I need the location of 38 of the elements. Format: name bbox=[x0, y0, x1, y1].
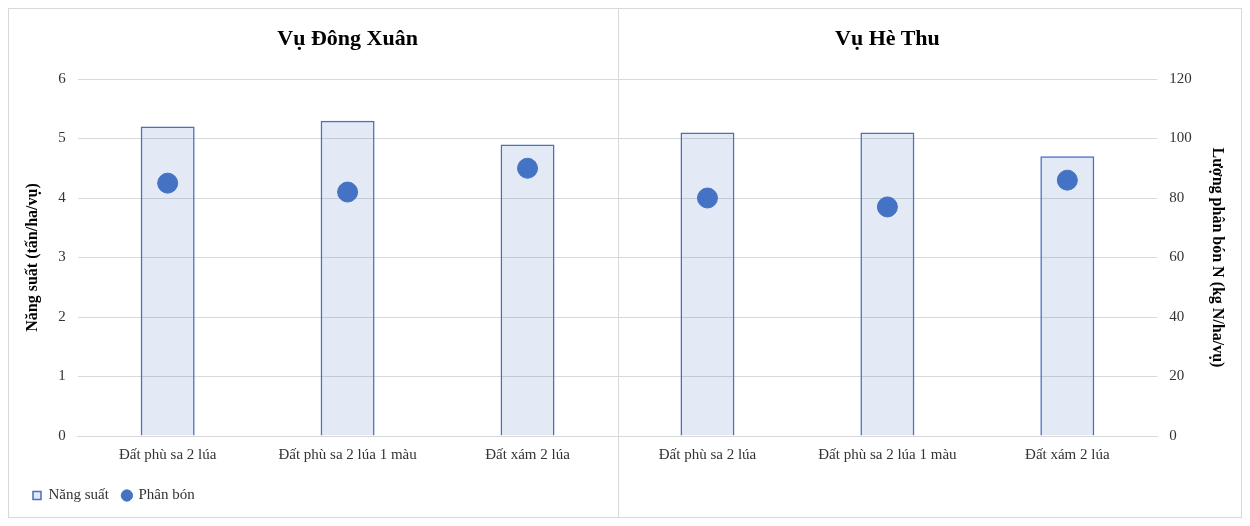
y-axis-title: Năng suất (tấn/ha/vụ) bbox=[22, 183, 41, 332]
bar bbox=[320, 120, 375, 436]
y2-tick-label: 20 bbox=[1169, 367, 1185, 384]
point bbox=[157, 172, 179, 194]
bar bbox=[140, 126, 195, 436]
point bbox=[876, 196, 898, 218]
x-tick-label: Đất phù sa 2 lúa bbox=[658, 445, 757, 462]
y-tick-label: 0 bbox=[58, 426, 66, 443]
y-tick-label: 4 bbox=[58, 188, 67, 205]
bar bbox=[860, 132, 915, 436]
point bbox=[517, 157, 539, 179]
y-tick-label: 1 bbox=[58, 367, 66, 384]
x-tick-label: Đất xám 2 lúa bbox=[485, 445, 571, 462]
bar bbox=[500, 144, 555, 436]
bar bbox=[1040, 156, 1095, 436]
x-tick-label: Đất phù sa 2 lúa 1 màu bbox=[818, 445, 958, 462]
text: Vụ Hè Thu bbox=[835, 24, 940, 50]
y-tick-label: 3 bbox=[58, 248, 66, 265]
legend-label: Năng suất bbox=[48, 486, 110, 503]
legend-label: Phân bón bbox=[138, 486, 196, 503]
x-tick-label: Đất phù sa 2 lúa bbox=[118, 445, 217, 462]
y-tick-label: 5 bbox=[58, 129, 66, 146]
y-tick-label: 6 bbox=[58, 69, 67, 86]
y2-tick-label: 120 bbox=[1169, 69, 1192, 86]
text: Vụ Đông Xuân bbox=[277, 24, 418, 50]
y2-tick-label: 100 bbox=[1169, 129, 1192, 146]
y-tick-label: 2 bbox=[58, 307, 66, 324]
y2-tick-label: 40 bbox=[1169, 307, 1185, 324]
bar bbox=[680, 132, 735, 436]
point bbox=[337, 181, 359, 203]
y2-tick-label: 80 bbox=[1169, 188, 1185, 205]
x-tick-label: Đất phù sa 2 lúa 1 màu bbox=[278, 445, 418, 462]
y2-tick-label: 0 bbox=[1169, 426, 1177, 443]
y2-axis-title: Lượng phân bón N (kg N/ha/vụ) bbox=[1209, 147, 1228, 368]
point bbox=[696, 187, 718, 209]
y2-tick-label: 60 bbox=[1169, 248, 1185, 265]
point bbox=[1056, 169, 1078, 191]
x-tick-label: Đất xám 2 lúa bbox=[1025, 445, 1110, 462]
